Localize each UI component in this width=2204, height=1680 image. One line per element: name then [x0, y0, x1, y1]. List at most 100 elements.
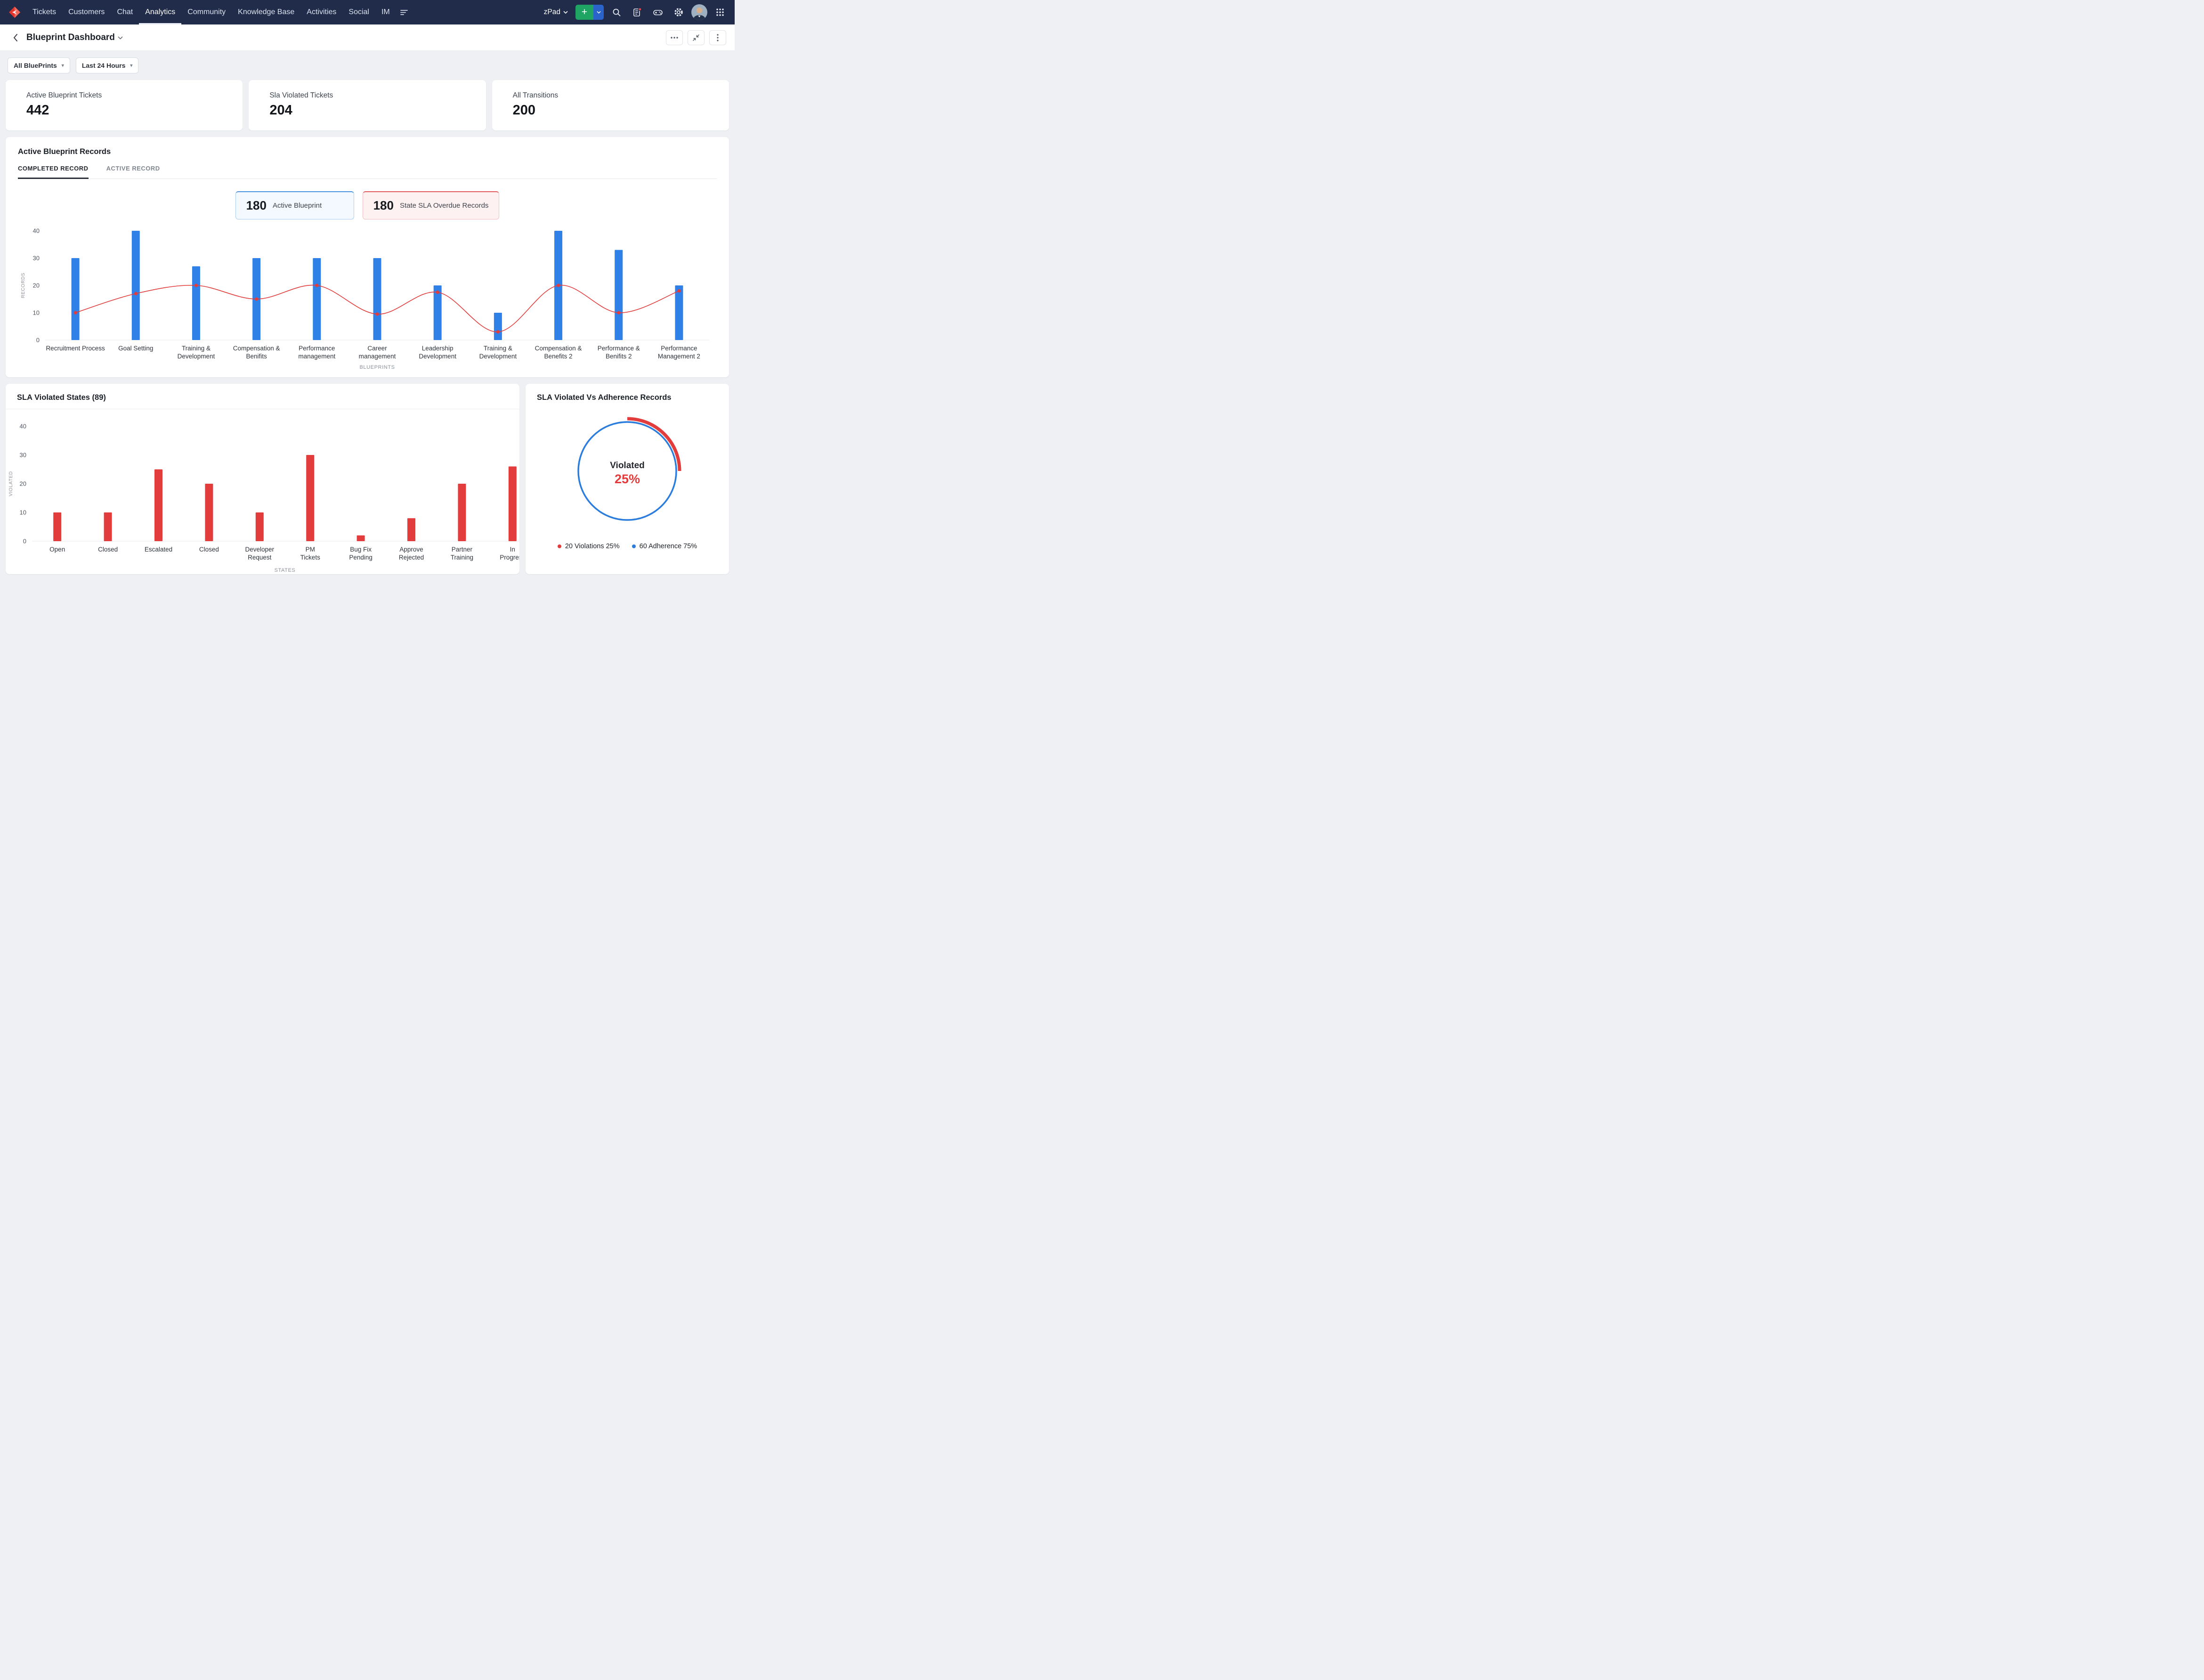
app-logo-icon — [9, 7, 20, 18]
tab-completed-record[interactable]: COMPLETED RECORD — [18, 165, 89, 179]
blueprint-filter-label: All BluePrints — [14, 62, 57, 69]
svg-text:20: 20 — [20, 480, 26, 487]
nav-item-im[interactable]: IM — [381, 8, 390, 16]
page-title: Blueprint Dashboard — [26, 32, 115, 42]
badge-value: 180 — [246, 198, 267, 212]
svg-text:Training &: Training & — [484, 345, 512, 352]
nav-item-chat[interactable]: Chat — [117, 8, 133, 16]
dashboard-dropdown-caret[interactable] — [118, 33, 123, 42]
info-button[interactable] — [709, 30, 726, 45]
svg-text:10: 10 — [33, 309, 40, 317]
svg-text:Training &: Training & — [182, 345, 211, 352]
svg-text:20: 20 — [33, 282, 40, 289]
svg-text:Escalated: Escalated — [145, 546, 172, 553]
svg-text:0: 0 — [23, 538, 26, 545]
search-icon[interactable] — [608, 4, 624, 20]
nav-more-menu-icon[interactable] — [396, 4, 412, 20]
svg-text:Open: Open — [49, 546, 65, 553]
nav-item-knowledge-base[interactable]: Knowledge Base — [238, 8, 295, 16]
nav-item-analytics[interactable]: Analytics — [139, 0, 181, 24]
notification-badge — [638, 8, 642, 11]
svg-text:Bug Fix: Bug Fix — [350, 546, 372, 553]
bottom-row: SLA Violated States (89) 0 10 20 30 40 Open Cl… — [6, 384, 729, 574]
nav-item-activities[interactable]: Activities — [307, 8, 337, 16]
workspace-selector[interactable]: zPad — [541, 8, 571, 16]
nav-item-community[interactable]: Community — [187, 8, 226, 16]
kpi-value: 442 — [26, 103, 49, 118]
page-header: Blueprint Dashboard — [0, 24, 735, 51]
collapse-button[interactable] — [688, 30, 705, 45]
svg-text:Recruitment Process: Recruitment Process — [46, 345, 105, 352]
legend-violations[interactable]: 20 Violations 25% — [557, 543, 620, 550]
sla-violated-states-card: SLA Violated States (89) 0 10 20 30 40 Open Cl… — [6, 384, 519, 574]
nav-item-social[interactable]: Social — [348, 8, 369, 16]
chevron-down-icon: ▾ — [130, 63, 133, 68]
plus-dropdown-caret[interactable] — [593, 5, 604, 20]
svg-text:Benifits 2: Benifits 2 — [606, 353, 632, 360]
svg-text:Benifits: Benifits — [246, 353, 267, 360]
svg-text:25%: 25% — [615, 472, 640, 486]
chevron-down-icon: ▾ — [61, 63, 64, 68]
workspace-label: zPad — [543, 8, 560, 16]
feeds-icon[interactable] — [629, 4, 645, 20]
gamescope-icon[interactable] — [650, 4, 666, 20]
svg-text:RECORDS: RECORDS — [21, 273, 26, 298]
quick-add-button[interactable]: + — [575, 5, 604, 20]
svg-text:Performance: Performance — [299, 345, 335, 352]
svg-text:STATES: STATES — [275, 568, 296, 573]
svg-text:Development: Development — [479, 353, 517, 360]
more-options-button[interactable] — [666, 30, 683, 45]
chevron-down-icon — [563, 11, 568, 14]
svg-text:Request: Request — [248, 554, 272, 561]
svg-text:Pending: Pending — [349, 554, 373, 561]
user-avatar[interactable] — [691, 4, 707, 20]
svg-text:management: management — [298, 353, 335, 360]
kpi-label: All Transitions — [512, 91, 559, 99]
svg-text:Closed: Closed — [98, 546, 118, 553]
blueprint-records-chart[interactable]: 0 10 20 30 40 Recruitment Process Goal Setting… — [18, 224, 717, 371]
back-button[interactable] — [8, 31, 23, 45]
svg-text:40: 40 — [33, 227, 40, 235]
nav-item-customers[interactable]: Customers — [68, 8, 105, 16]
svg-text:Approve: Approve — [399, 546, 423, 553]
legend-label: 60 Adherence 75% — [639, 543, 697, 550]
svg-text:Management 2: Management 2 — [658, 353, 700, 360]
app-logo[interactable] — [7, 4, 23, 20]
legend-adherence[interactable]: 60 Adherence 75% — [632, 543, 697, 550]
svg-text:Developer: Developer — [245, 546, 275, 553]
donut-legend: 20 Violations 25% 60 Adherence 75% — [537, 543, 718, 550]
svg-text:Rejected: Rejected — [399, 554, 424, 561]
kpi-all-transitions: All Transitions 200 — [492, 80, 729, 130]
svg-text:Violated: Violated — [610, 461, 645, 471]
svg-text:30: 30 — [33, 255, 40, 262]
svg-text:40: 40 — [20, 423, 26, 430]
settings-gear-icon[interactable] — [671, 4, 687, 20]
tab-active-record[interactable]: ACTIVE RECORD — [106, 165, 160, 172]
plus-icon[interactable]: + — [575, 5, 593, 20]
time-range-filter-dropdown[interactable]: Last 24 Hours ▾ — [75, 57, 139, 73]
app-grid-icon[interactable] — [712, 4, 728, 20]
svg-text:management: management — [359, 353, 396, 360]
svg-text:Leadership: Leadership — [422, 345, 454, 352]
svg-text:Development: Development — [419, 353, 456, 360]
sla-violated-states-chart[interactable]: 0 10 20 30 40 Open Closed Escalated Closed Develo… — [6, 416, 519, 574]
badge-label: Active Blueprint — [272, 202, 322, 210]
svg-text:Goal Setting: Goal Setting — [118, 345, 153, 352]
top-nav: Tickets Customers Chat Analytics Communi… — [0, 0, 735, 24]
kpi-active-blueprint-tickets: Active Blueprint Tickets 442 — [6, 80, 243, 130]
svg-text:Development: Development — [178, 353, 215, 360]
svg-text:In: In — [510, 546, 515, 553]
kpi-row: Active Blueprint Tickets 442 Sla Violate… — [0, 79, 735, 130]
svg-text:0: 0 — [36, 337, 40, 344]
card-title: SLA Violated Vs Adherence Records — [537, 393, 672, 402]
summary-badges: 180 Active Blueprint 180 State SLA Overd… — [18, 191, 717, 219]
nav-item-tickets[interactable]: Tickets — [32, 8, 57, 16]
badge-value: 180 — [373, 198, 394, 212]
kpi-label: Sla Violated Tickets — [269, 91, 333, 99]
blueprint-filter-dropdown[interactable]: All BluePrints ▾ — [8, 57, 70, 73]
svg-text:Training: Training — [451, 554, 473, 561]
svg-text:Progress: Progress — [500, 554, 519, 561]
svg-text:Partner: Partner — [452, 546, 473, 553]
sla-violated-vs-adherence-card: SLA Violated Vs Adherence Records Violat… — [526, 384, 729, 574]
